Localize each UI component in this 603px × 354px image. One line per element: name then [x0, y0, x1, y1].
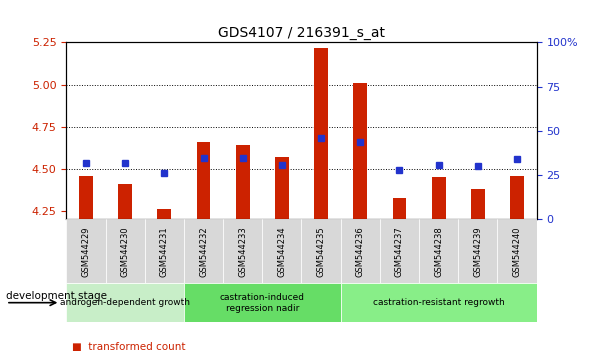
Text: GSM544235: GSM544235 [317, 226, 326, 277]
Text: GSM544240: GSM544240 [513, 226, 522, 276]
Bar [471, 189, 485, 219]
Text: GSM544229: GSM544229 [81, 226, 90, 276]
Bar [106, 219, 145, 283]
Bar [184, 219, 223, 283]
Bar [432, 177, 446, 219]
Text: castration-resistant regrowth: castration-resistant regrowth [373, 298, 505, 307]
Text: GSM544233: GSM544233 [238, 226, 247, 277]
Bar [393, 198, 406, 219]
Bar [184, 283, 341, 322]
Title: GDS4107 / 216391_s_at: GDS4107 / 216391_s_at [218, 26, 385, 40]
Text: GSM544232: GSM544232 [199, 226, 208, 277]
Text: GSM544236: GSM544236 [356, 226, 365, 277]
Text: development stage: development stage [6, 291, 107, 301]
Bar [314, 47, 328, 219]
Text: GSM544237: GSM544237 [395, 226, 404, 277]
Text: GSM544234: GSM544234 [277, 226, 286, 277]
Text: androgen-dependent growth: androgen-dependent growth [60, 298, 190, 307]
Bar [458, 219, 497, 283]
Text: GSM544238: GSM544238 [434, 226, 443, 277]
Bar [157, 209, 171, 219]
Bar [419, 219, 458, 283]
Bar [380, 219, 419, 283]
Bar [197, 142, 210, 219]
Bar [497, 219, 537, 283]
Bar [262, 219, 302, 283]
Bar [510, 176, 524, 219]
Text: ■  transformed count: ■ transformed count [72, 342, 186, 352]
Text: castration-induced
regression nadir: castration-induced regression nadir [220, 293, 305, 313]
Text: GSM544239: GSM544239 [473, 226, 482, 277]
Bar [66, 283, 184, 322]
Bar [145, 219, 184, 283]
Text: GSM544231: GSM544231 [160, 226, 169, 277]
Bar [79, 176, 93, 219]
Bar [275, 157, 289, 219]
Bar [118, 184, 132, 219]
Bar [353, 83, 367, 219]
Bar [341, 219, 380, 283]
Text: GSM544230: GSM544230 [121, 226, 130, 277]
Bar [223, 219, 262, 283]
Bar [66, 219, 106, 283]
Bar [302, 219, 341, 283]
Bar [341, 283, 537, 322]
Bar [236, 145, 250, 219]
